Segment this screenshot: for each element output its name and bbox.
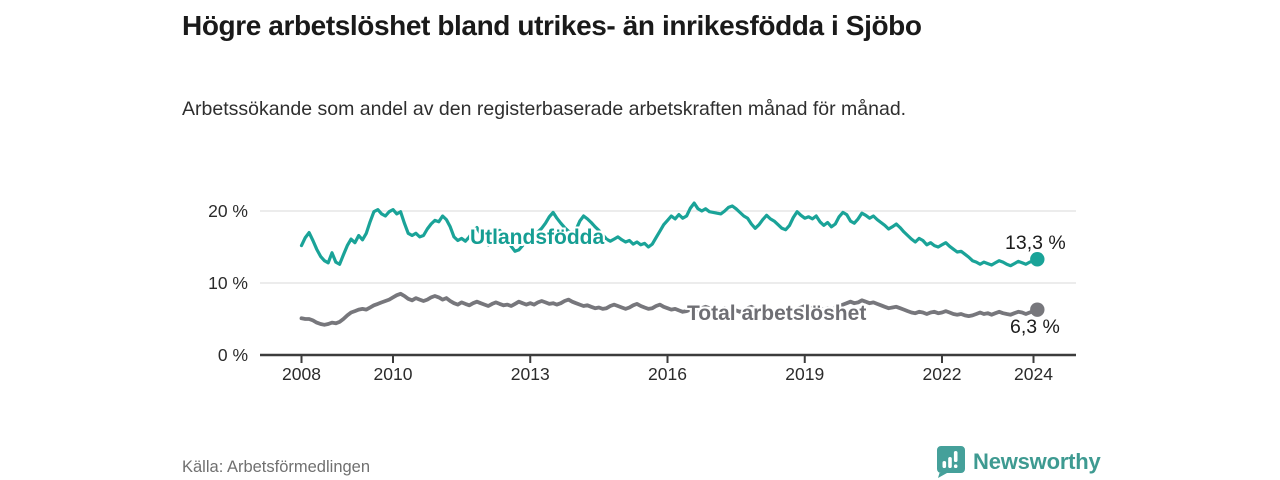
y-tick-label: 10 %: [208, 273, 248, 293]
source-note: Källa: Arbetsförmedlingen: [182, 458, 371, 476]
series-label-utlandsfodda: Utlandsfödda: [470, 226, 605, 249]
x-tick-label: 2008: [282, 364, 321, 384]
end-value-label-total: 6,3 %: [1010, 316, 1060, 338]
series-line-total-arbetsloshet: [299, 291, 1040, 327]
x-tick-label: 2013: [510, 364, 550, 384]
x-tick-label: 2010: [373, 364, 413, 384]
series-line-utlandsfodda: [299, 201, 1039, 268]
brand-lockup: Newsworthy: [934, 445, 1101, 479]
x-tick-label: 2022: [922, 364, 962, 384]
y-tick-label: 0 %: [217, 345, 248, 365]
page-subtitle: Arbetssökande som andel av den registerb…: [182, 98, 907, 120]
x-tick-label: 2016: [648, 364, 687, 384]
y-tick-label: 20 %: [208, 201, 248, 221]
brand-name: Newsworthy: [973, 449, 1101, 474]
x-tick-label: 2024: [1014, 364, 1053, 384]
series-end-dot-utlandsfodda: [1030, 252, 1045, 267]
x-tick-label: 2019: [785, 364, 825, 384]
series-end-dot-total-arbetsloshet: [1030, 302, 1045, 317]
series-label-total-arbetsloshet: Total arbetslöshet: [687, 302, 867, 325]
end-value-label-utlandsfodda: 13,3 %: [1005, 232, 1066, 254]
page-title: Högre arbetslöshet bland utrikes- än inr…: [182, 10, 922, 41]
newsworthy-logo-icon: [937, 446, 965, 478]
